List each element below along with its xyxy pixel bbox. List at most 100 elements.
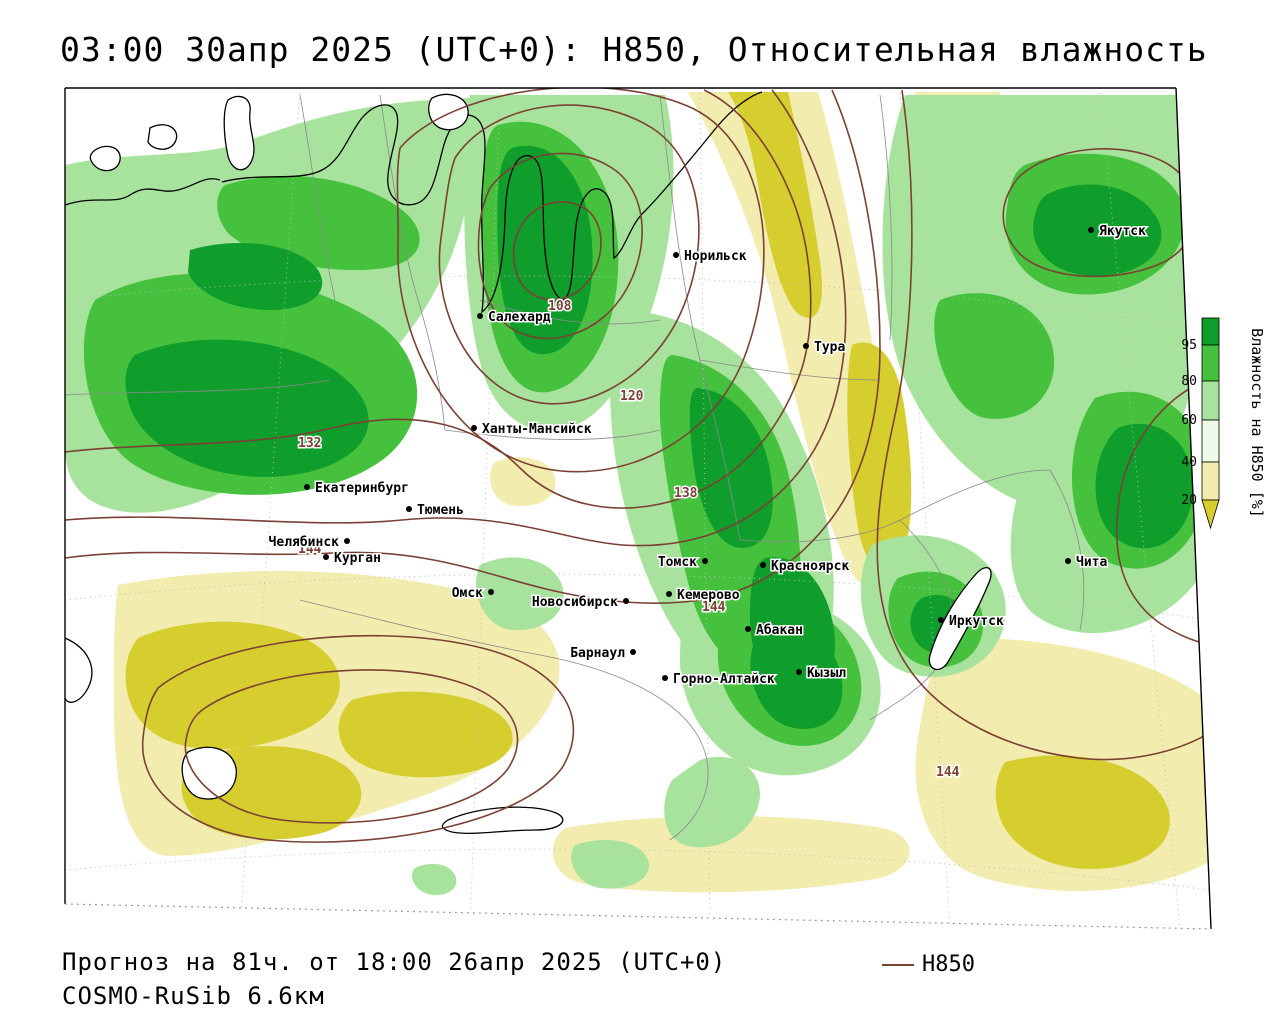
city-label: Иркутск <box>949 614 1004 629</box>
city-dot <box>477 313 483 319</box>
city-label: Челябинск <box>269 535 340 550</box>
city-dot <box>662 675 668 681</box>
city-tura: Тура <box>803 339 847 357</box>
city-dot <box>471 425 477 431</box>
city-label: Кемерово <box>677 588 740 603</box>
city-tomsk: Томск <box>656 554 708 572</box>
city-dot <box>803 343 809 349</box>
city-novosibirsk: Новосибирск <box>530 594 629 612</box>
city-label: Якутск <box>1099 224 1146 239</box>
city-dot <box>323 554 329 560</box>
city-label: Тура <box>814 340 845 355</box>
city-dot <box>630 649 636 655</box>
city-dot <box>796 669 802 675</box>
colorbar-tick: 20 <box>1181 493 1197 508</box>
city-label: Новосибирск <box>532 595 618 610</box>
map-frame <box>64 87 1212 930</box>
city-label: Чита <box>1076 555 1107 570</box>
admin-borders-layer <box>65 94 1085 841</box>
contour-value-label: 144 <box>936 765 960 780</box>
city-irkutsk: Иркутск <box>938 613 1005 631</box>
city-kurgan: Курган <box>323 550 382 568</box>
city-label: Абакан <box>756 623 803 638</box>
colorbar-tick: 40 <box>1181 455 1197 470</box>
city-markers: Норильск Салехард Тура Якутск Ханты-Манс… <box>267 223 1148 689</box>
colorbar-title: Влажность на H850 [%] <box>1248 328 1266 518</box>
colorbar-arrow <box>1201 499 1220 530</box>
city-label: Екатеринбург <box>315 481 409 496</box>
arctic-island <box>223 95 255 171</box>
arctic-island <box>147 124 178 150</box>
city-norilsk: Норильск <box>673 248 748 266</box>
city-label: Барнаул <box>570 646 625 661</box>
city-omsk: Омск <box>450 585 494 603</box>
city-abakan: Абакан <box>745 622 804 640</box>
city-kemerovo: Кемерово <box>666 587 741 605</box>
city-dot <box>406 506 412 512</box>
colorbar-tick: 80 <box>1181 374 1197 389</box>
contour-labels: 108 120 132 138 144 144 144 <box>297 298 962 782</box>
city-dot <box>745 626 751 632</box>
city-dot <box>702 558 708 564</box>
h850-contour-layer <box>65 88 1211 843</box>
city-chelyabinsk: Челябинск <box>267 534 350 552</box>
city-label: Курган <box>334 551 381 566</box>
arctic-coastline <box>65 178 221 206</box>
chart-title: 03:00 30апр 2025 (UTC+0): H850, Относите… <box>60 30 1208 69</box>
contour-value-label: 144 <box>702 600 726 615</box>
humidity-colorbar: 95 80 60 40 20 Влажность на H850 [%] <box>1181 317 1266 530</box>
city-krasnoyarsk: Красноярск <box>760 558 851 576</box>
aral-lake <box>181 746 237 800</box>
city-dot <box>344 538 350 544</box>
city-dot <box>623 598 629 604</box>
ob-gulf-coastline <box>221 91 763 314</box>
city-salekhard: Салехард <box>477 309 552 327</box>
city-label: Салехард <box>488 310 551 325</box>
city-dot <box>1065 558 1071 564</box>
colorbar-tick: 60 <box>1181 413 1197 428</box>
city-dot <box>666 591 672 597</box>
city-label: Тюмень <box>417 503 464 518</box>
lake-baikal <box>928 566 992 671</box>
city-ekaterinburg: Екатеринбург <box>304 480 410 498</box>
city-barnaul: Барнаул <box>569 645 636 663</box>
city-dot <box>938 617 944 623</box>
contour-value-label: 108 <box>548 299 572 314</box>
arctic-island <box>428 93 469 131</box>
lake-balkhash <box>441 806 564 834</box>
city-khanty-mansiysk: Ханты-Мансийск <box>471 421 593 439</box>
city-label: Томск <box>658 555 697 570</box>
western-coastline <box>65 637 93 703</box>
city-label: Горно-Алтайск <box>673 672 775 687</box>
city-gorno-altaysk: Горно-Алтайск <box>662 671 776 689</box>
graticule-layer <box>65 88 1211 929</box>
city-label: Ханты-Мансийск <box>482 422 592 437</box>
h850-line-sample <box>882 963 914 966</box>
contour-value-label: 144 <box>298 542 322 557</box>
arctic-island <box>89 145 121 172</box>
city-dot <box>488 589 494 595</box>
city-kyzyl: Кызыл <box>796 665 848 683</box>
city-dot <box>1088 227 1094 233</box>
city-label: Красноярск <box>771 559 849 574</box>
h850-legend: H850 <box>882 952 975 977</box>
h850-legend-label: H850 <box>922 952 975 977</box>
city-dot <box>304 484 310 490</box>
forecast-info-line: Прогноз на 81ч. от 18:00 26апр 2025 (UTC… <box>62 948 727 976</box>
contour-value-label: 138 <box>674 486 698 501</box>
city-dot <box>673 252 679 258</box>
model-info-line: COSMO-RuSib 6.6км <box>62 982 325 1010</box>
city-chita: Чита <box>1065 554 1109 572</box>
city-yakutsk: Якутск <box>1088 223 1148 241</box>
coastline-layer <box>65 91 992 834</box>
city-label: Норильск <box>684 249 747 264</box>
city-tyumen: Тюмень <box>406 502 465 520</box>
contour-value-label: 132 <box>298 436 321 451</box>
city-label: Кызыл <box>807 666 846 681</box>
colorbar-tick: 95 <box>1181 338 1197 353</box>
city-dot <box>760 562 766 568</box>
contour-value-label: 120 <box>620 389 644 404</box>
city-label: Омск <box>452 586 483 601</box>
